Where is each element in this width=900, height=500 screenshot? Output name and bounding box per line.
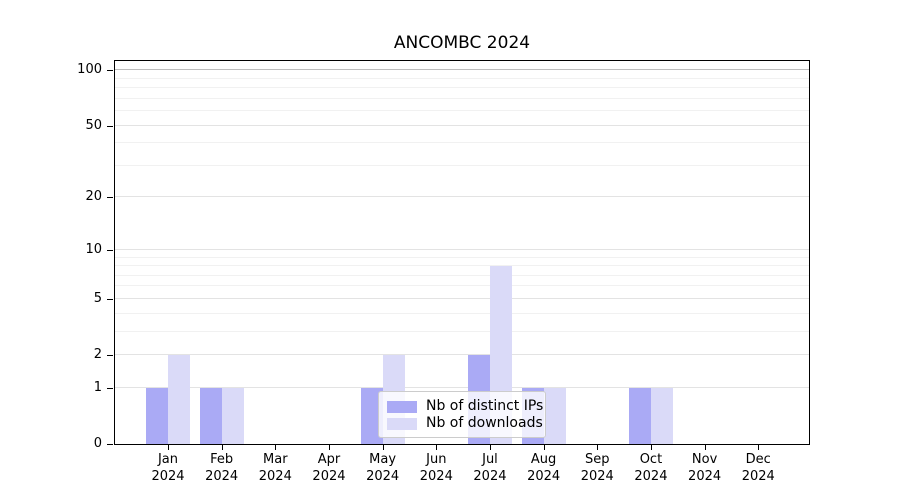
legend-item-distinct-ips: Nb of distinct IPs	[387, 399, 543, 414]
x-tick-mark	[436, 445, 438, 450]
x-tick-mark	[650, 445, 652, 450]
bar-distinct-ips	[146, 387, 168, 444]
y-tick-label: 0	[93, 436, 102, 451]
legend: Nb of distinct IPs Nb of downloads	[378, 391, 546, 438]
gridline-minor	[115, 97, 809, 99]
gridline-minor	[115, 285, 809, 287]
y-tick-mark	[107, 249, 113, 251]
chart-title: ANCOMBC 2024	[393, 33, 531, 53]
legend-swatch-distinct-ips	[387, 400, 417, 413]
bar-downloads	[168, 355, 190, 444]
y-tick-label: 1	[93, 379, 102, 395]
y-tick-label: 10	[85, 241, 102, 257]
y-tick-mark	[107, 387, 113, 389]
x-tick-label: Nov 2024	[688, 452, 722, 484]
y-tick-label: 20	[85, 189, 102, 205]
y-tick-label: 50	[85, 117, 102, 133]
y-tick-mark	[107, 125, 113, 127]
x-tick-label: Apr 2024	[312, 452, 346, 484]
x-tick-label: Mar 2024	[258, 452, 292, 484]
x-tick-label: Sep 2024	[580, 452, 614, 484]
x-tick-mark	[489, 445, 491, 450]
y-tick-label: 5	[93, 290, 102, 306]
bar-distinct-ips	[360, 387, 383, 444]
x-tick-label: May 2024	[366, 452, 400, 484]
gridline-minor	[115, 256, 809, 258]
x-tick-mark	[275, 445, 277, 450]
legend-label-distinct-ips: Nb of distinct IPs	[426, 398, 544, 414]
x-tick-mark	[758, 445, 760, 450]
bar-downloads	[221, 387, 244, 444]
gridline-minor	[115, 312, 809, 314]
legend-label-downloads: Nb of downloads	[426, 415, 543, 431]
y-tick-mark	[107, 197, 113, 199]
x-tick-mark	[704, 445, 706, 450]
gridline-minor	[115, 265, 809, 267]
y-tick-mark	[107, 298, 113, 300]
y-tick-label: 100	[77, 62, 102, 78]
gridline-major	[115, 69, 809, 71]
x-tick-label: Jan 2024	[151, 452, 185, 484]
gridline-minor	[115, 77, 809, 79]
x-tick-label: Aug 2024	[527, 452, 561, 484]
plot-area	[114, 60, 810, 445]
x-tick-label: Jun 2024	[419, 452, 453, 484]
gridline-major	[115, 354, 809, 356]
gridline-major	[115, 196, 809, 198]
x-tick-mark	[221, 445, 223, 450]
y-tick-mark	[107, 444, 113, 445]
gridline-minor	[115, 330, 809, 332]
bar-distinct-ips	[199, 387, 222, 444]
x-tick-label: Oct 2024	[634, 452, 668, 484]
x-tick-mark	[597, 445, 599, 450]
gridline-major	[115, 386, 809, 388]
x-tick-mark	[543, 445, 545, 450]
y-tick-mark	[107, 355, 113, 357]
x-tick-label: Dec 2024	[741, 452, 775, 484]
gridline-minor	[115, 274, 809, 276]
y-tick-mark	[107, 70, 113, 72]
y-tick-label: 2	[93, 347, 102, 363]
gridline-minor	[115, 142, 809, 144]
gridline-major	[115, 124, 809, 126]
x-tick-label: Jul 2024	[473, 452, 507, 484]
bar-downloads	[650, 387, 673, 444]
gridline-minor	[115, 87, 809, 89]
gridline-minor	[115, 164, 809, 166]
gridline-minor	[115, 110, 809, 112]
legend-swatch-downloads	[387, 417, 417, 430]
x-tick-mark	[328, 445, 330, 450]
x-tick-mark	[382, 445, 384, 450]
x-tick-label: Feb 2024	[205, 452, 239, 484]
bar-downloads	[543, 387, 566, 444]
x-tick-mark	[168, 445, 169, 450]
legend-item-downloads: Nb of downloads	[387, 416, 543, 431]
gridline-major	[115, 248, 809, 250]
gridline-major	[115, 297, 809, 299]
bar-distinct-ips	[628, 387, 651, 444]
